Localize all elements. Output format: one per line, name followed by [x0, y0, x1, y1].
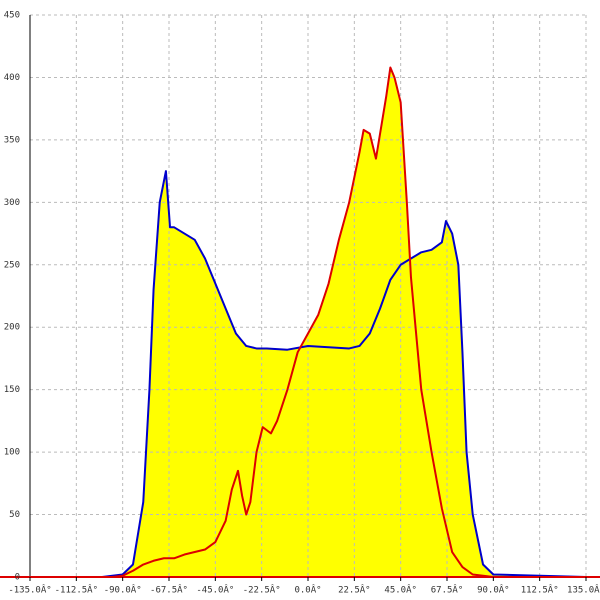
- y-tick-label: 100: [4, 448, 20, 458]
- x-tick-label: 67.5Â°: [431, 584, 464, 596]
- y-tick-label: 150: [4, 385, 20, 395]
- y-tick-label: 450: [4, 11, 20, 21]
- x-tick-label: -112.5Â°: [55, 584, 98, 596]
- x-tick-label: -135.0Â°: [8, 584, 51, 596]
- x-tick-label: 0.0Â°: [294, 584, 321, 596]
- x-tick-label: -67.5Â°: [150, 584, 188, 596]
- series-line: [30, 66, 586, 578]
- x-tick-label: -45.0Â°: [196, 584, 234, 596]
- y-tick-label: 400: [4, 73, 20, 83]
- x-tick-label: -90.0Â°: [104, 584, 142, 596]
- y-tick-label: 250: [4, 260, 20, 270]
- line-layer: [30, 66, 587, 578]
- y-tick-label: 0: [15, 573, 20, 583]
- x-tick-label: 45.0Â°: [384, 584, 417, 596]
- y-tick-label: 50: [9, 510, 20, 520]
- y-tick-label: 350: [4, 135, 20, 145]
- x-tick-label: 22.5Â°: [338, 584, 371, 596]
- fill-layer: [30, 67, 586, 577]
- x-tick-label: 90.0Â°: [477, 584, 510, 596]
- y-tick-label: 300: [4, 198, 20, 208]
- x-tick-label: -22.5Â°: [243, 584, 281, 596]
- grid-layer: [29, 14, 587, 578]
- y-tick-label: 200: [4, 323, 20, 333]
- x-tick-label: 112.5Â°: [521, 584, 559, 596]
- area-fill: [30, 67, 586, 577]
- series-line: [30, 170, 587, 578]
- x-tick-label: 135.0Â°: [567, 584, 600, 596]
